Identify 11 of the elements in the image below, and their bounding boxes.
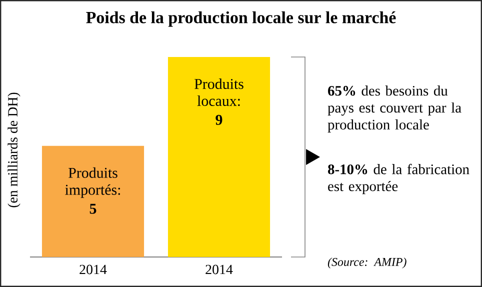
text: 8-10% de la fabrication est exportée [328, 164, 470, 194]
data-label: 5 [90, 204, 96, 214]
chart-title: Poids de la production locale sur le marché [86, 11, 396, 27]
y-axis-title: (en milliards de DH) [8, 92, 20, 208]
series-label: Produits locaux: [194, 78, 244, 106]
text: 65% des besoins du pays est couvert par la production locale [328, 86, 462, 132]
series-label: Produits importés: [65, 167, 120, 198]
x-tick-label: 2014 [206, 264, 233, 274]
x-tick-label: 2014 [80, 264, 107, 274]
text: (Source: AMIP) [328, 258, 406, 268]
data-label: 9 [216, 114, 222, 125]
